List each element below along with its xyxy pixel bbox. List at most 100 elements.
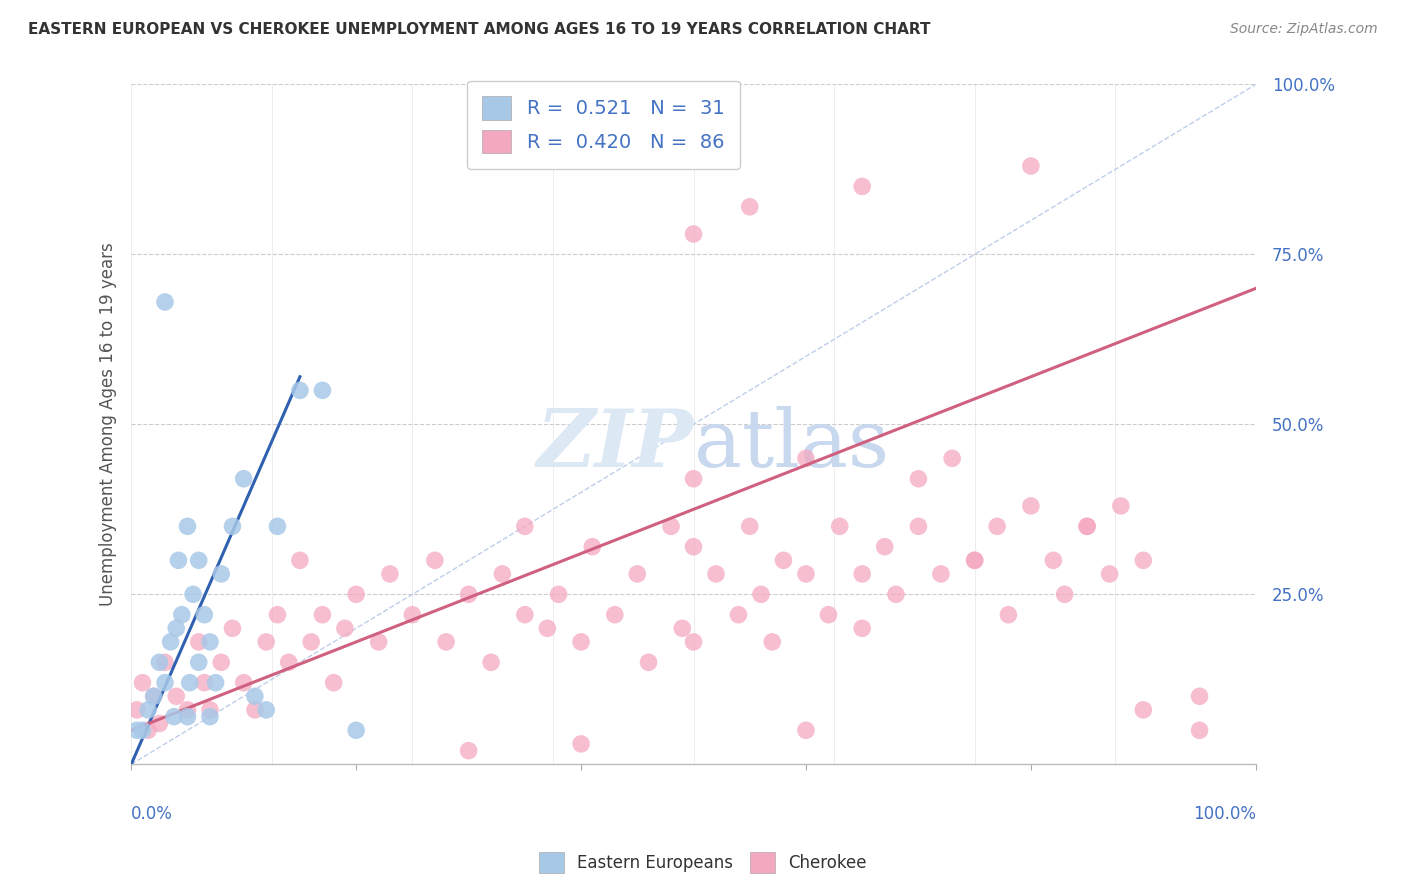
Point	[457, 744, 479, 758]
Point	[513, 607, 536, 622]
Point	[1076, 519, 1098, 533]
Point	[851, 179, 873, 194]
Point	[204, 675, 226, 690]
Point	[479, 655, 502, 669]
Point	[125, 703, 148, 717]
Point	[603, 607, 626, 622]
Point	[221, 519, 243, 533]
Point	[299, 635, 322, 649]
Point	[176, 709, 198, 723]
Point	[569, 635, 592, 649]
Point	[311, 384, 333, 398]
Point	[266, 607, 288, 622]
Point	[266, 519, 288, 533]
Point	[193, 607, 215, 622]
Point	[873, 540, 896, 554]
Point	[569, 737, 592, 751]
Point	[884, 587, 907, 601]
Point	[378, 566, 401, 581]
Point	[1076, 519, 1098, 533]
Point	[491, 566, 513, 581]
Point	[193, 675, 215, 690]
Point	[176, 703, 198, 717]
Point	[1019, 499, 1042, 513]
Point	[254, 635, 277, 649]
Point	[536, 621, 558, 635]
Point	[221, 621, 243, 635]
Point	[963, 553, 986, 567]
Point	[794, 723, 817, 738]
Point	[513, 519, 536, 533]
Point	[148, 655, 170, 669]
Point	[1132, 703, 1154, 717]
Point	[738, 200, 761, 214]
Point	[682, 540, 704, 554]
Point	[1019, 159, 1042, 173]
Point	[794, 451, 817, 466]
Point	[851, 566, 873, 581]
Point	[1188, 690, 1211, 704]
Point	[828, 519, 851, 533]
Point	[344, 587, 367, 601]
Point	[1132, 553, 1154, 567]
Point	[288, 384, 311, 398]
Point	[761, 635, 783, 649]
Point	[159, 635, 181, 649]
Point	[704, 566, 727, 581]
Point	[198, 703, 221, 717]
Point	[547, 587, 569, 601]
Point	[153, 655, 176, 669]
Point	[288, 553, 311, 567]
Point	[401, 607, 423, 622]
Point	[125, 723, 148, 738]
Point	[907, 472, 929, 486]
Point	[243, 690, 266, 704]
Point	[198, 709, 221, 723]
Point	[187, 655, 209, 669]
Point	[136, 723, 159, 738]
Point	[817, 607, 839, 622]
Point	[232, 472, 254, 486]
Point	[187, 553, 209, 567]
Legend: Eastern Europeans, Cherokee: Eastern Europeans, Cherokee	[533, 846, 873, 880]
Point	[181, 587, 204, 601]
Point	[131, 723, 153, 738]
Point	[209, 566, 232, 581]
Point	[198, 635, 221, 649]
Point	[131, 675, 153, 690]
Point	[277, 655, 299, 669]
Point	[165, 690, 187, 704]
Text: 0.0%: 0.0%	[131, 805, 173, 823]
Point	[637, 655, 659, 669]
Point	[772, 553, 794, 567]
Point	[167, 553, 190, 567]
Point	[457, 587, 479, 601]
Text: Source: ZipAtlas.com: Source: ZipAtlas.com	[1230, 22, 1378, 37]
Point	[581, 540, 603, 554]
Point	[434, 635, 457, 649]
Text: atlas: atlas	[693, 406, 889, 483]
Text: 100.0%: 100.0%	[1192, 805, 1256, 823]
Text: ZIP: ZIP	[537, 406, 693, 483]
Point	[311, 607, 333, 622]
Text: EASTERN EUROPEAN VS CHEROKEE UNEMPLOYMENT AMONG AGES 16 TO 19 YEARS CORRELATION : EASTERN EUROPEAN VS CHEROKEE UNEMPLOYMEN…	[28, 22, 931, 37]
Point	[170, 607, 193, 622]
Point	[929, 566, 952, 581]
Point	[738, 519, 761, 533]
Point	[671, 621, 693, 635]
Point	[1109, 499, 1132, 513]
Point	[243, 703, 266, 717]
Point	[1053, 587, 1076, 601]
Point	[136, 703, 159, 717]
Point	[254, 703, 277, 717]
Point	[153, 295, 176, 310]
Point	[232, 675, 254, 690]
Point	[344, 723, 367, 738]
Point	[142, 690, 165, 704]
Point	[1098, 566, 1121, 581]
Point	[322, 675, 344, 690]
Point	[153, 675, 176, 690]
Point	[179, 675, 201, 690]
Point	[963, 553, 986, 567]
Point	[794, 566, 817, 581]
